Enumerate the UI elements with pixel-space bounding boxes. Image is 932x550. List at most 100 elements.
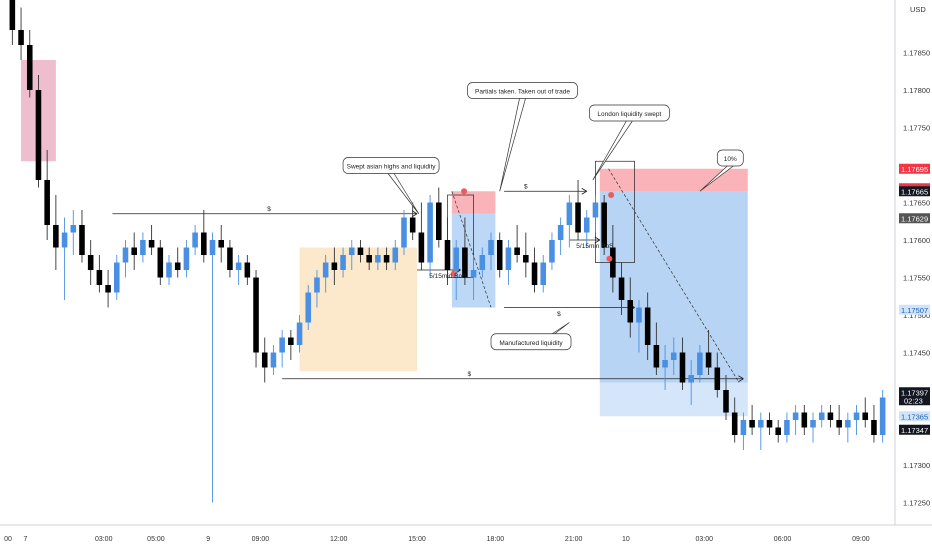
time-axis: 00 7 03:00 05:00 9 09:00 12:00 15:00 18:00 21:00 1… (0, 524, 932, 550)
price-tag (899, 304, 930, 315)
time-tick-label: 09:00 (252, 536, 270, 543)
candle-body (427, 202, 433, 263)
dollar-marker: $ (524, 183, 528, 190)
candle-body (105, 285, 111, 293)
candle-body (305, 292, 312, 323)
candle-body (601, 202, 607, 248)
countdown-label: 02:23 (904, 396, 923, 405)
candle-body (392, 247, 399, 263)
candle-body (523, 255, 529, 263)
price-axis: 1.172501.173001.173501.174001.174501.175… (894, 0, 932, 550)
candle-body (575, 202, 581, 233)
candle-body (401, 217, 407, 248)
dollar-marker: $ (267, 206, 271, 213)
callout-pointer (592, 120, 633, 181)
candle-body (148, 240, 155, 248)
candle-body (340, 255, 346, 270)
candle-body (235, 262, 242, 270)
candle-body (670, 352, 677, 360)
candle-body (366, 255, 372, 263)
candle-body (209, 240, 216, 255)
candle-body (261, 352, 268, 368)
candle-body (827, 412, 834, 420)
candle-body (418, 232, 425, 263)
candle-body (688, 375, 694, 383)
callout-pointer (699, 165, 734, 192)
candle-body (348, 247, 355, 255)
callout-box (342, 157, 440, 174)
candle-body (592, 202, 599, 218)
entry-dot (608, 192, 615, 198)
candle-body (479, 255, 486, 270)
candle-body (784, 420, 790, 435)
candle-body (227, 247, 233, 270)
price-tick-label: 1.17450 (903, 349, 930, 358)
candle-body (514, 247, 520, 255)
candle-body (166, 262, 172, 278)
time-tick-label: 18:00 (487, 536, 505, 543)
dollar-marker: $ (467, 371, 471, 378)
candle-body (322, 262, 329, 278)
candle-body (766, 420, 773, 428)
callout-pointer (387, 173, 420, 214)
candle-body (96, 270, 103, 285)
candle-body (566, 202, 573, 225)
price-tick-label: 1.17850 (903, 49, 930, 58)
dollar-marker: $ (557, 311, 561, 318)
candle-body (53, 225, 59, 248)
extension-zone-box (599, 382, 748, 417)
time-tick-label: 21:00 (565, 536, 583, 543)
candle-body (792, 412, 799, 420)
candle-body (70, 225, 77, 233)
time-tick-label: 05:00 (147, 536, 165, 543)
price-tick-label: 1.17250 (903, 499, 930, 508)
candle-body (26, 45, 33, 90)
stop-zone-box (599, 168, 748, 192)
trade-path-dashed (608, 168, 740, 383)
candle-body (470, 270, 477, 278)
candle-body (409, 217, 416, 233)
candle-body (157, 247, 164, 278)
time-tick-label: 06:00 (774, 536, 792, 543)
time-tick-label: 09:00 (852, 536, 870, 543)
candle-body (444, 240, 451, 270)
time-tick-label: 7 (23, 536, 27, 543)
candle-body (862, 412, 869, 420)
candle-body (18, 30, 24, 45)
price-tag-label: 1.17365 (901, 412, 928, 421)
candle-body (549, 240, 555, 263)
callout-box (467, 82, 578, 99)
candle-body (174, 262, 181, 270)
callout-text: London liquidity swept (597, 111, 661, 118)
asian-range-box (299, 247, 418, 372)
candle-body (557, 225, 564, 240)
time-tick-label: 10 (622, 536, 630, 543)
price-tag (899, 411, 930, 422)
currency-label: USD (910, 5, 926, 14)
candle-body (531, 262, 538, 285)
liquidity-line-top-arrowhead (581, 187, 587, 195)
trade-path-dashed (451, 191, 492, 308)
candle-body (253, 277, 259, 353)
entry-dot (450, 270, 457, 277)
time-tick-label: 03:00 (95, 536, 113, 543)
candle-body (871, 420, 877, 435)
candle-body (44, 180, 50, 225)
price-tag-label: 1.17695 (901, 165, 928, 174)
price-tick-label: 1.17750 (903, 124, 930, 133)
price-tick-label: 1.17500 (903, 311, 930, 320)
candle-body (705, 352, 712, 368)
candle-body (488, 240, 494, 255)
candle-body (618, 277, 625, 300)
candle-body (636, 307, 642, 323)
price-tag-label: 1.17665 (901, 187, 928, 196)
candle-body (758, 420, 764, 428)
candle-body (679, 352, 686, 383)
candle-body (731, 412, 738, 435)
candle-body (288, 337, 294, 345)
callout-box (589, 104, 670, 122)
candle-body (879, 397, 886, 435)
callout-text: Manufactured liquidity (499, 340, 563, 347)
